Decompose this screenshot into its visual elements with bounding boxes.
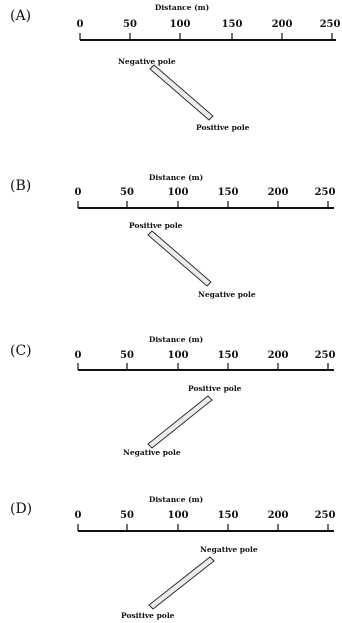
tick-label-100: 100: [168, 187, 189, 198]
tick-label-200: 200: [268, 187, 289, 198]
tick-label-100: 100: [170, 19, 191, 30]
tick-labels: 0 50 100 150 200 250: [75, 350, 336, 361]
tick-label-0: 0: [77, 19, 84, 30]
panel-b: (B) Distance (m) 0 50 100 150 200 250 Po…: [10, 173, 335, 299]
tick-label-50: 50: [120, 350, 134, 361]
tick-label-0: 0: [75, 510, 82, 521]
upper-pole-label: Positive pole: [188, 384, 242, 393]
tick-label-50: 50: [120, 510, 134, 521]
axis-ticks: [79, 33, 333, 40]
panel-label: (C): [10, 343, 32, 359]
tick-labels: 0 50 100 150 200 250: [75, 510, 336, 521]
lower-pole-label: Negative pole: [123, 448, 181, 457]
tick-label-250: 250: [315, 187, 336, 198]
tick-label-150: 150: [218, 350, 239, 361]
upper-pole-label: Negative pole: [200, 545, 258, 554]
lower-pole-label: Positive pole: [121, 611, 175, 620]
tick-label-50: 50: [120, 187, 134, 198]
panel-c: (C) Distance (m) 0 50 100 150 200 250 Po…: [10, 335, 335, 457]
tick-label-250: 250: [320, 19, 341, 30]
tick-label-100: 100: [168, 350, 189, 361]
panel-a: (A) Distance (m) 0 50 100 150 200 250 Ne…: [10, 3, 340, 132]
axis-ticks: [77, 524, 329, 531]
lower-pole-label: Negative pole: [198, 290, 256, 299]
upper-pole-label: Negative pole: [118, 57, 176, 66]
tick-labels: 0 50 100 150 200 250: [75, 187, 336, 198]
electrode-rod: [148, 556, 215, 610]
axis-title: Distance (m): [149, 495, 203, 504]
electrode-rod: [147, 395, 213, 449]
tick-labels: 0 50 100 150 200 250: [77, 19, 341, 30]
tick-label-100: 100: [168, 510, 189, 521]
tick-label-150: 150: [218, 510, 239, 521]
tick-label-250: 250: [315, 510, 336, 521]
electrode-rod: [149, 64, 214, 121]
axis-ticks: [77, 363, 329, 370]
tick-label-0: 0: [75, 187, 82, 198]
tick-label-50: 50: [123, 19, 137, 30]
tick-label-250: 250: [315, 350, 336, 361]
tick-label-200: 200: [268, 510, 289, 521]
axis-title: Distance (m): [155, 3, 209, 12]
tick-label-150: 150: [222, 19, 243, 30]
axis-title: Distance (m): [149, 335, 203, 344]
panel-d: (D) Distance (m) 0 50 100 150 200 250 Ne…: [10, 495, 335, 620]
tick-label-0: 0: [75, 350, 82, 361]
axis-ticks: [77, 201, 329, 208]
lower-pole-label: Positive pole: [196, 123, 250, 132]
axis-title: Distance (m): [149, 173, 203, 182]
panel-label: (B): [10, 178, 31, 194]
upper-pole-label: Positive pole: [129, 221, 183, 230]
tick-label-200: 200: [272, 19, 293, 30]
panel-label: (A): [10, 8, 31, 24]
electrode-rod: [147, 230, 212, 287]
panel-label: (D): [10, 501, 32, 517]
tick-label-200: 200: [268, 350, 289, 361]
tick-label-150: 150: [218, 187, 239, 198]
